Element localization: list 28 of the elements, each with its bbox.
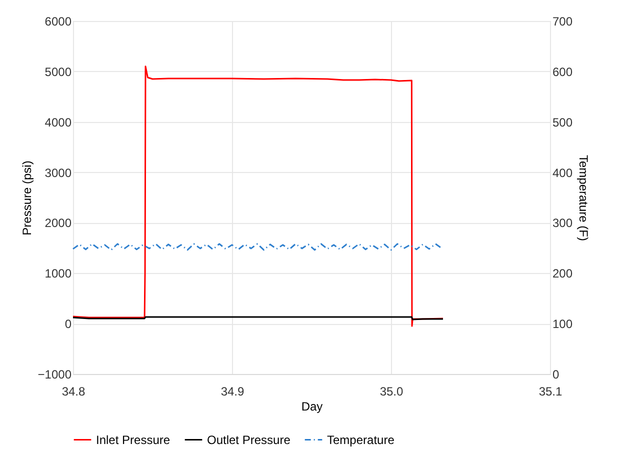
x-tick-label: 35.1 (538, 384, 562, 398)
y-tick-label: 6000 (44, 14, 72, 28)
y2-tick-label: 500 (552, 115, 573, 130)
y2-tick-label: 600 (552, 64, 573, 79)
y-tick-label: 1000 (44, 266, 72, 281)
y2-tick-label: 400 (552, 166, 573, 180)
x-tick-label: 35.0 (380, 384, 404, 398)
y2-tick-label: 100 (552, 317, 573, 332)
y2-tick-label: 0 (552, 368, 560, 382)
line-series (72, 66, 444, 327)
y2-tick-label: 300 (552, 216, 573, 230)
y-tick-label: 2000 (44, 216, 72, 230)
y2-axis-title: Temperature (F) (576, 154, 591, 242)
legend-label: Inlet Pressure (96, 432, 170, 447)
x-tick-label: 34.8 (62, 384, 86, 398)
y-tick-label: 4000 (44, 115, 72, 130)
y-tick-label: −1000 (38, 368, 72, 382)
y-tick-label: 5000 (44, 64, 72, 79)
y2-tick-label: 200 (552, 266, 573, 281)
legend-label: Outlet Pressure (207, 432, 291, 447)
y-tick-label: 3000 (44, 166, 72, 180)
line-series (72, 243, 443, 251)
x-axis-title: Day (301, 400, 323, 414)
x-tick-label: 34.9 (220, 384, 244, 398)
y2-tick-label: 700 (552, 14, 573, 28)
y-axis-title: Pressure (psi) (20, 160, 34, 236)
y-tick-label: 0 (64, 317, 72, 332)
legend-label: Temperature (327, 432, 395, 447)
